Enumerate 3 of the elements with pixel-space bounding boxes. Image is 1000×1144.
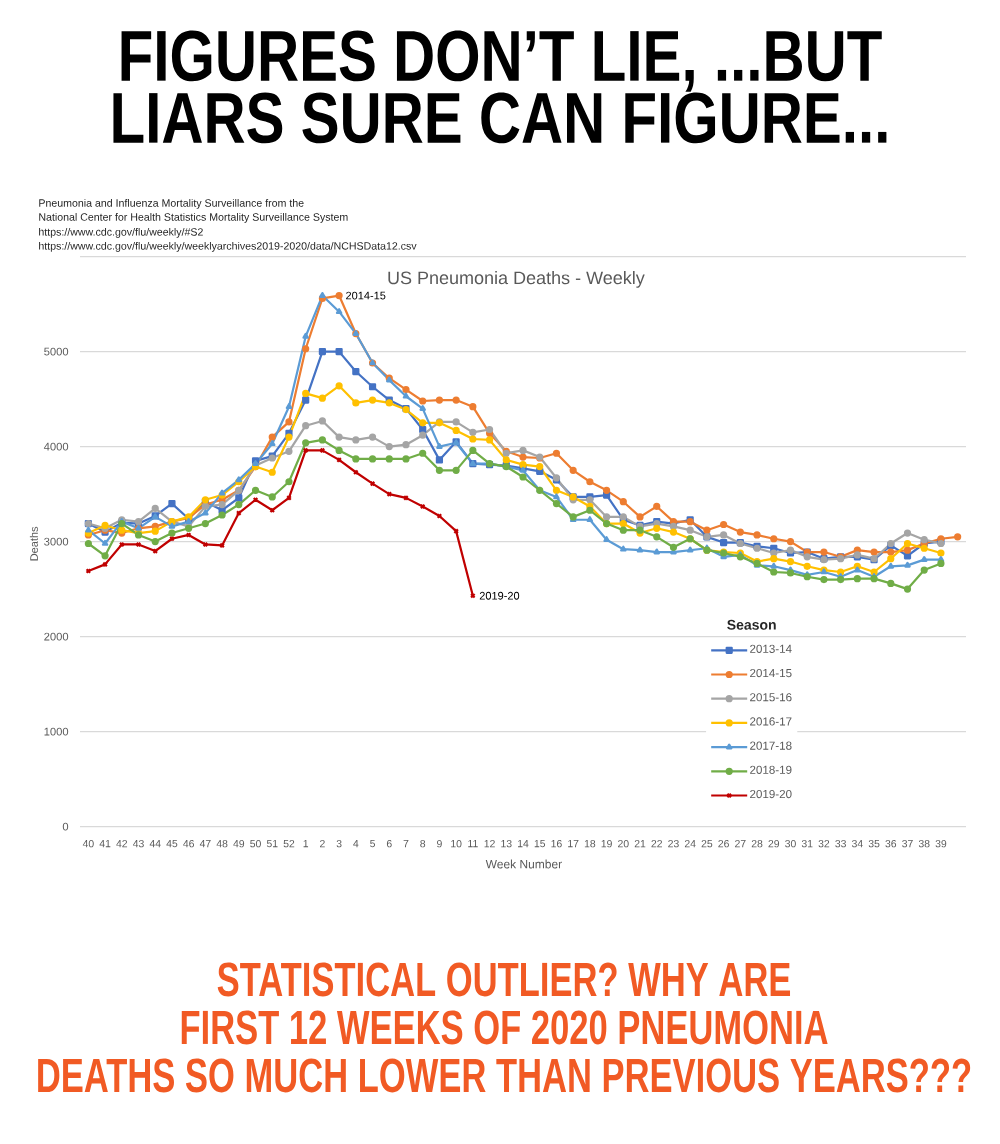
text: STATISTICAL OUTLIER? WHY ARE FIRST 12 WEEKS OF 2020 PNEUMONIA DEATHS SO MUCH LOWER THAN PREVIOUS YEARS??? <box>38 962 971 1093</box>
text: US Pneumonia Deaths - Weekly <box>388 271 645 288</box>
text: FIGURES DON’T LIE, ...BUT LIARS SURE CAN FIGURE... <box>113 30 887 144</box>
